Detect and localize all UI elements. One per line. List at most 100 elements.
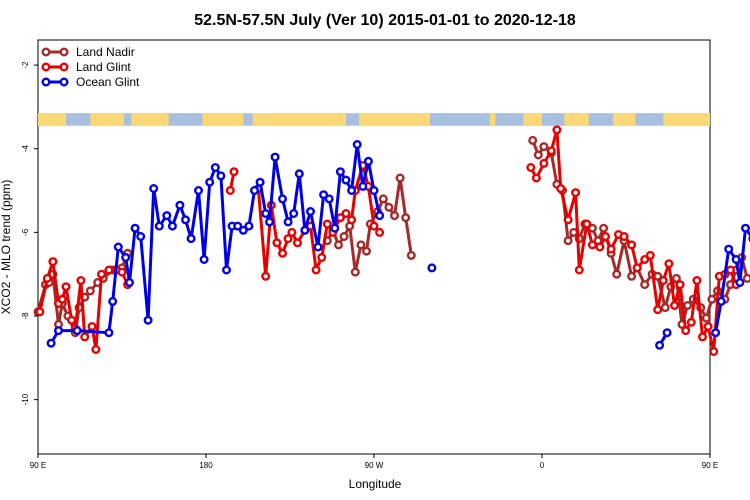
data-point-land-glint [601, 231, 611, 241]
data-point-land-nadir [671, 273, 681, 283]
data-point-ocean-glint [270, 152, 280, 162]
data-point-land-glint [595, 242, 605, 252]
data-point-ocean-glint [655, 340, 665, 350]
data-point-ocean-glint [283, 217, 293, 227]
land-strip [252, 113, 346, 126]
data-point-land-glint [117, 267, 127, 277]
data-point-land-glint [675, 280, 685, 290]
x-tick-label: 180 [199, 461, 213, 470]
data-point-ocean-glint [427, 263, 437, 273]
legend-marker [41, 62, 51, 72]
data-point-land-nadir [707, 294, 717, 304]
legend-item-land-glint: Land Glint [41, 60, 131, 74]
y-axis: -2 -4 -6 -8 -10 [21, 61, 38, 405]
data-point-ocean-glint [72, 326, 82, 336]
series-line-land-glint [256, 164, 381, 278]
legend-item-land-nadir: Land Nadir [41, 45, 135, 59]
y-tick-label: -6 [21, 228, 30, 236]
data-point-ocean-glint [330, 223, 340, 233]
data-point-land-glint [658, 276, 668, 286]
series-layer [33, 125, 750, 357]
data-point-land-glint [539, 158, 549, 168]
data-point-ocean-glint [278, 194, 288, 204]
x-tick-label: 0 [540, 461, 545, 470]
data-point-land-glint [375, 227, 385, 237]
data-point-land-glint [311, 265, 321, 275]
data-point-land-glint [546, 146, 556, 156]
data-point-ocean-glint [319, 190, 329, 200]
data-point-land-glint [531, 173, 541, 183]
data-point-land-glint [287, 227, 297, 237]
data-point-land-nadir [660, 303, 670, 313]
land-band [38, 113, 710, 126]
data-point-ocean-glint [724, 244, 734, 254]
data-point-land-glint [698, 332, 708, 342]
data-point-land-glint [632, 263, 642, 273]
data-point-ocean-glint [711, 328, 721, 338]
data-point-ocean-glint [154, 221, 164, 231]
data-point-ocean-glint [193, 185, 203, 195]
data-point-ocean-glint [324, 194, 334, 204]
land-strip [131, 113, 169, 126]
legend-marker [41, 47, 51, 57]
data-point-ocean-glint [233, 221, 243, 231]
data-point-land-nadir [683, 301, 693, 311]
data-point-land-glint [686, 317, 696, 327]
data-point-ocean-glint [341, 175, 351, 185]
legend-label: Land Glint [76, 60, 131, 74]
data-point-land-glint [229, 167, 239, 177]
data-point-land-nadir [356, 240, 366, 250]
data-point-land-glint [283, 234, 293, 244]
y-tick-label: -2 [21, 61, 30, 69]
data-point-land-nadir [339, 231, 349, 241]
data-point-land-glint [80, 332, 90, 342]
data-point-land-nadir [742, 273, 750, 283]
data-point-land-glint [48, 257, 58, 267]
data-point-ocean-glint [294, 169, 304, 179]
data-point-land-glint [640, 255, 650, 265]
data-point-land-nadir [612, 269, 622, 279]
data-point-land-glint [653, 305, 663, 315]
data-point-ocean-glint [136, 231, 146, 241]
data-point-land-glint [556, 183, 566, 193]
legend-marker [41, 77, 51, 87]
data-point-land-nadir [563, 236, 573, 246]
data-point-land-nadir [362, 246, 372, 256]
data-point-ocean-glint [716, 296, 726, 306]
data-point-land-glint [67, 315, 77, 325]
data-point-ocean-glint [735, 278, 745, 288]
data-point-land-glint [627, 240, 637, 250]
data-point-ocean-glint [300, 225, 310, 235]
data-point-ocean-glint [261, 208, 271, 218]
data-point-land-glint [76, 276, 86, 286]
data-point-land-nadir [528, 135, 538, 145]
land-strip [489, 113, 496, 126]
data-point-land-glint [369, 221, 379, 231]
data-point-land-nadir [701, 313, 711, 323]
series-line-land-nadir [325, 176, 413, 274]
land-strip [202, 113, 244, 126]
data-point-land-glint [670, 301, 680, 311]
data-point-ocean-glint [741, 223, 750, 233]
data-point-land-glint [42, 273, 52, 283]
data-point-land-nadir [334, 240, 344, 250]
legend-marker [59, 77, 69, 87]
data-point-land-nadir [395, 173, 405, 183]
x-axis: 90 E 180 90 W 0 90 E [30, 454, 718, 470]
data-point-land-glint [681, 326, 691, 336]
land-strip [359, 113, 430, 126]
data-point-land-nadir [406, 250, 416, 260]
data-point-ocean-glint [289, 208, 299, 218]
data-point-land-glint [35, 307, 45, 317]
data-point-ocean-glint [369, 185, 379, 195]
data-point-ocean-glint [375, 211, 385, 221]
data-point-ocean-glint [210, 162, 220, 172]
data-point-ocean-glint [175, 200, 185, 210]
data-point-ocean-glint [265, 217, 275, 227]
data-point-ocean-glint [46, 338, 56, 348]
data-point-land-glint [692, 276, 702, 286]
data-point-land-glint [317, 252, 327, 262]
data-point-land-nadir [640, 280, 650, 290]
data-point-land-glint [726, 265, 736, 275]
